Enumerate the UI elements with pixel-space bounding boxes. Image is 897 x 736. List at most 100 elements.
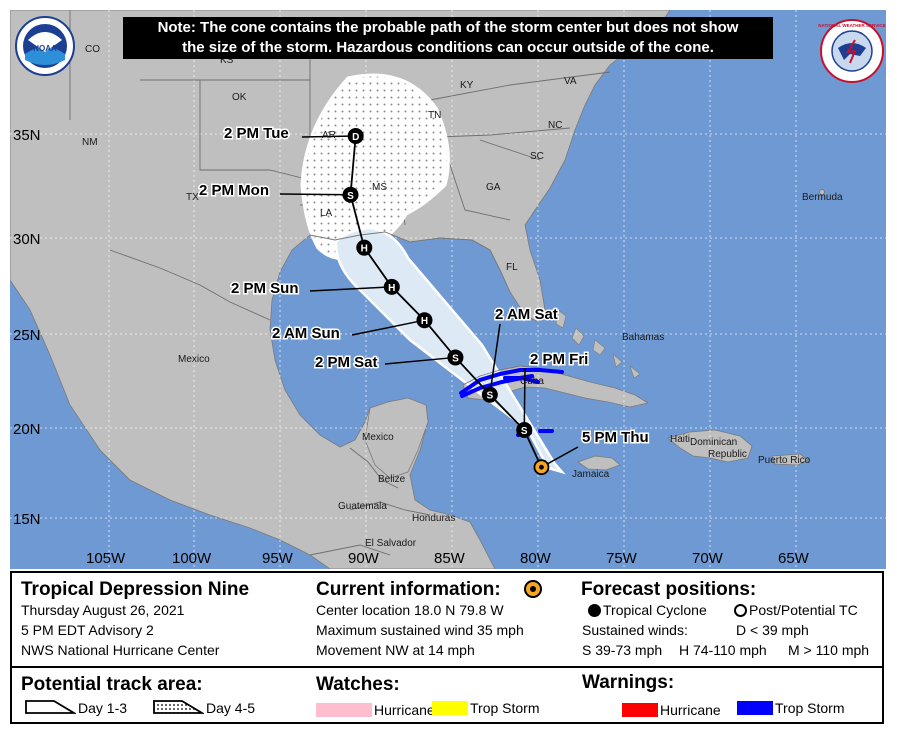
forecast-point-h-6: H [356,239,373,256]
leader-line-7 [279,193,351,196]
watch-hurricane-swatch [316,703,372,717]
label-tx: TX [186,192,199,203]
forecast-point-d-8: D [347,127,364,144]
forecast-symbol-1: S [521,426,528,437]
forecast-symbol-8: D [352,132,359,143]
label-mexico-north: Mexico [178,354,210,365]
svg-text:NATIONAL WEATHER SERVICE: NATIONAL WEATHER SERVICE [818,23,885,28]
bahamas-islands [555,309,641,379]
label-belize: Belize [378,474,406,485]
lon-label-90w: 90W [348,550,380,567]
forecast-symbol-2: S [487,391,494,402]
forecast-symbol-3: S [452,353,459,364]
d-wind-range: D < 39 mph [736,622,809,638]
label-ks: KS [220,55,234,66]
warn-hurricane-label: Hurricane [660,702,721,718]
lon-label-80w: 80W [520,550,552,567]
leader-line-3 [384,356,456,365]
lat-label-30n: 30N [13,231,41,248]
tropical-cyclone-label: Tropical Cyclone [603,602,707,618]
puerto-rico-island [771,453,809,466]
current-info-title: Current information: [316,579,501,600]
lat-label-35n: 35N [13,127,41,144]
noaa-logo: NOAA [15,16,75,76]
track-area-title: Potential track area: [21,674,203,695]
day-4-5-label: Day 4-5 [206,700,256,716]
center-location: Center location 18.0 N 79.8 W [316,602,504,618]
current-position-icon [524,580,542,598]
watch-hurricane-label: Hurricane [374,702,435,718]
label-co: CO [85,44,100,55]
m-wind-range: M > 110 mph [788,642,870,658]
leader-line-4 [351,319,425,336]
lon-label-85w: 85W [434,550,466,567]
label-ga: GA [486,182,501,193]
leader-line-5 [309,286,392,292]
post-tc-label: Post/Potential TC [749,602,858,618]
svg-text:NOAA: NOAA [33,44,57,53]
label-tn: TN [428,110,441,121]
time-label-4: 2 AM Sun [272,325,340,342]
label-dominican-1: Dominican [690,437,737,448]
cone-note-line-2: the size of the storm. Hazardous conditi… [182,39,714,56]
time-label-7: 2 PM Mon [199,182,269,199]
cone-note-banner: Note: The cone contains the probable pat… [123,17,773,59]
forecast-point-s-2: S [481,386,498,403]
label-puerto-rico: Puerto Rico [758,455,811,466]
label-ar: AR [322,130,336,141]
lat-lon-grid [10,10,886,569]
time-label-2: 2 AM Sat [495,306,558,323]
post-tc-icon [734,604,747,617]
issuing-center: NWS National Hurricane Center [21,642,220,658]
time-label-8: 2 PM Tue [224,125,289,142]
longitude-labels: 105W 100W 95W 90W 85W 80W 75W 70W 65W [86,550,810,567]
forecast-point-current-0 [533,459,550,476]
s-wind-range: S 39-73 mph [582,642,663,658]
forecast-point-s-1: S [516,421,533,438]
label-jamaica: Jamaica [572,469,610,480]
lon-label-100w: 100W [172,550,212,567]
label-nc: NC [548,120,562,131]
label-sc: SC [530,151,544,162]
label-ms: MS [372,182,387,193]
info-panel: Tropical Depression Nine Thursday August… [10,571,884,724]
watch-trop-storm-swatch [432,701,468,715]
lon-label-75w: 75W [606,550,638,567]
movement: Movement NW at 14 mph [316,642,475,658]
day-1-3-label: Day 1-3 [78,700,128,716]
time-label-leaders [279,135,579,468]
nws-logo: NATIONAL WEATHER SERVICE [818,19,886,83]
forecast-point-s-7: S [342,186,359,203]
day-4-5-icon [153,700,204,714]
time-label-0: 5 PM Thu [582,429,649,446]
gulf-coast-line [309,231,511,293]
lon-label-70w: 70W [692,550,724,567]
time-label-1: 2 PM Fri [530,351,588,368]
label-la: LA [320,208,333,219]
lon-label-105w: 105W [86,550,126,567]
label-cuba: Cuba [520,376,544,387]
latitude-labels: 35N 30N 25N 20N 15N [13,127,41,528]
lon-label-65w: 65W [778,550,810,567]
cone-note-line-1: Note: The cone contains the probable pat… [157,19,739,36]
sustained-winds-label: Sustained winds: [582,622,688,638]
label-ok: OK [232,92,247,103]
lat-label-20n: 20N [13,421,41,438]
bermuda-island [819,189,825,195]
leader-line-8 [301,135,356,138]
forecast-symbol-6: H [361,244,368,255]
label-bermuda: Bermuda [802,192,843,203]
lat-label-25n: 25N [13,327,41,344]
lat-label-15n: 15N [13,511,41,528]
h-wind-range: H 74-110 mph [679,642,767,658]
watch-trop-storm-label: Trop Storm [470,700,540,716]
warn-trop-storm-label: Trop Storm [775,700,845,716]
jamaica-island [577,455,621,471]
leader-line-2 [489,323,501,395]
label-bahamas: Bahamas [622,332,664,343]
warnings-title: Warnings: [582,672,675,693]
label-va: VA [564,76,577,87]
forecast-symbol-7: S [347,191,354,202]
forecast-symbol-4: H [421,316,428,327]
leader-line-1 [523,367,526,430]
